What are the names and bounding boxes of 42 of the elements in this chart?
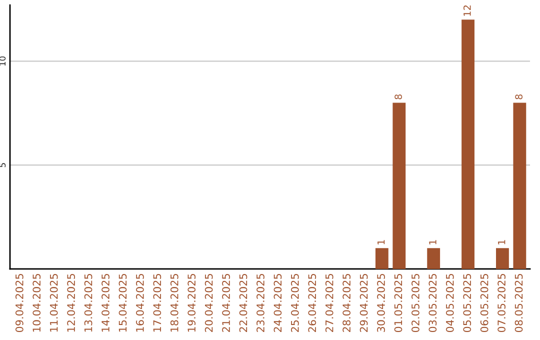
x-tick-label: 30.04.2025 bbox=[377, 274, 385, 332]
x-tick-label: 15.04.2025 bbox=[118, 274, 127, 332]
x-tick-label: 06.05.2025 bbox=[480, 274, 488, 332]
x-tick-label: 29.04.2025 bbox=[360, 274, 368, 332]
x-tick-label: 04.05.2025 bbox=[446, 274, 454, 332]
bar bbox=[392, 102, 406, 269]
data-label: 8 bbox=[394, 94, 402, 100]
x-tick-label: 28.04.2025 bbox=[342, 274, 351, 332]
x-tick-label: 20.04.2025 bbox=[204, 274, 213, 332]
x-tick-label: 13.04.2025 bbox=[84, 274, 92, 332]
x-tick-label: 05.05.2025 bbox=[463, 274, 472, 332]
x-tick-label: 25.04.2025 bbox=[290, 274, 299, 332]
x-tick-label: 17.04.2025 bbox=[153, 274, 162, 332]
x-tick-label: 01.05.2025 bbox=[394, 274, 402, 332]
x-tick-label: 16.04.2025 bbox=[136, 274, 144, 332]
data-label: 8 bbox=[515, 94, 522, 100]
x-tick-label: 11.04.2025 bbox=[50, 274, 58, 332]
x-tick-label: 22.04.2025 bbox=[239, 274, 248, 332]
x-tick-label: 10.04.2025 bbox=[32, 274, 41, 332]
x-tick-label: 02.05.2025 bbox=[412, 274, 420, 332]
data-label: 1 bbox=[429, 240, 436, 244]
x-tick-label: 21.04.2025 bbox=[222, 274, 230, 332]
x-tick-label: 23.04.2025 bbox=[256, 274, 264, 332]
bar bbox=[513, 102, 526, 269]
x-tick-label: 24.04.2025 bbox=[274, 274, 282, 332]
x-tick-label: 14.04.2025 bbox=[102, 274, 110, 332]
x-tick-label: 03.05.2025 bbox=[428, 274, 437, 332]
x-tick-label: 07.05.2025 bbox=[498, 274, 506, 332]
data-label: 1 bbox=[498, 240, 506, 244]
x-tick-label: 18.04.2025 bbox=[170, 274, 178, 332]
x-tick-label: 19.04.2025 bbox=[188, 274, 196, 332]
bar bbox=[375, 248, 388, 269]
bar bbox=[427, 248, 440, 269]
bar bbox=[462, 20, 474, 269]
x-tick-label: 27.04.2025 bbox=[325, 274, 334, 332]
x-tick-label: 26.04.2025 bbox=[308, 274, 316, 332]
data-label: 12 bbox=[463, 5, 471, 16]
x-tick-label: 09.04.2025 bbox=[15, 274, 24, 332]
x-tick-label: 08.05.2025 bbox=[514, 274, 523, 332]
x-tick-label: 12.04.2025 bbox=[67, 274, 75, 332]
data-label: 1 bbox=[378, 240, 385, 244]
bar bbox=[496, 248, 509, 269]
